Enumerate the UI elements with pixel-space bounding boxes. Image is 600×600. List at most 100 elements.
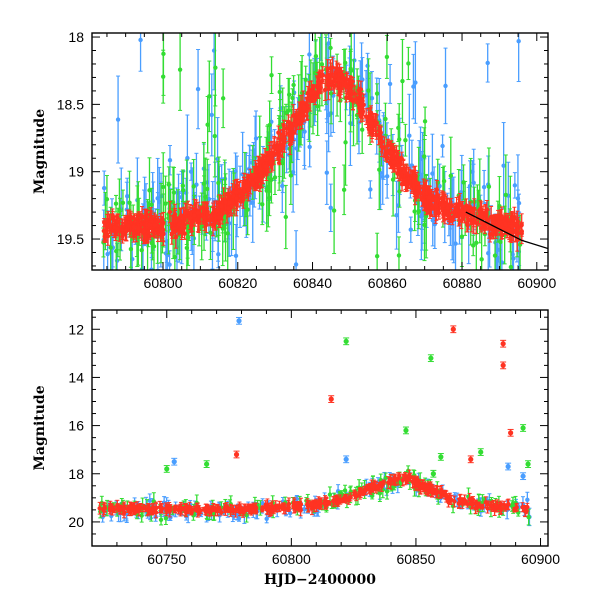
data-point [147,188,152,193]
data-point [416,209,422,214]
data-point [313,70,318,76]
data-point [374,253,380,259]
data-point [467,183,473,189]
series-2-noise [101,33,523,270]
data-point [225,231,230,236]
data-point [277,89,282,95]
data-point [288,173,294,178]
data-point [203,194,208,200]
data-point [511,256,516,261]
data-point [205,186,210,192]
data-point [290,95,295,101]
data-point [363,114,369,119]
data-point [207,94,212,99]
data-point [488,214,494,220]
data-point [478,214,484,220]
data-point [324,170,330,175]
data-point [161,184,166,190]
data-point [368,187,373,192]
data-point [319,62,325,67]
data-point [437,183,442,189]
data-point [411,84,416,89]
data-point [208,230,213,236]
data-point [183,210,189,216]
data-point [461,180,466,185]
data-point [128,246,134,252]
data-point [341,75,347,81]
data-point [481,184,487,190]
series-3-noise [101,56,525,252]
data-point [374,91,380,96]
data-point [326,41,331,46]
data-point [167,158,173,163]
data-point [108,245,113,250]
data-point [471,243,476,248]
data-point [519,229,525,234]
data-point [177,67,183,72]
data-point [331,208,337,213]
data-point [185,155,190,161]
data-point [113,201,119,206]
data-point [328,91,334,96]
data-point [276,130,281,135]
data-point [471,218,477,223]
data-point [482,225,487,231]
data-point [313,54,319,59]
data-point [114,258,120,263]
data-point [508,264,514,270]
data-point [151,244,157,249]
data-point [231,194,236,199]
data-point [443,83,448,89]
data-point [328,205,333,211]
data-point [377,167,382,172]
data-point [413,80,418,85]
data-point [220,96,226,101]
data-point [269,72,274,78]
data-point [422,119,428,124]
data-point [387,81,393,87]
data-point [238,199,244,204]
data-point [184,245,190,251]
data-point [213,65,218,70]
data-point [267,177,273,183]
data-point [435,180,440,185]
data-point [195,210,201,215]
data-point [149,240,154,246]
data-point [169,232,174,237]
data-point [125,193,130,199]
data-point [319,26,323,30]
data-point [474,240,479,245]
data-point [407,133,412,138]
data-point [293,262,299,267]
data-point [412,191,418,196]
data-point [459,234,465,239]
data-point [160,74,166,79]
data-point [253,136,259,141]
data-point [105,251,110,257]
data-point [492,253,498,258]
data-point [280,160,285,166]
data-point [359,127,365,132]
data-point [307,52,312,57]
data-point [305,106,310,111]
data-point [459,218,464,224]
data-point [294,146,299,151]
data-point [399,156,404,161]
data-point [127,200,132,205]
data-point [244,202,249,208]
data-point [503,192,509,198]
data-point [343,140,348,145]
data-point [114,248,119,254]
data-point [139,247,144,253]
data-point [210,222,216,228]
data-point [284,145,289,151]
data-point [453,241,458,246]
data-point [307,144,312,150]
data-point [120,200,126,206]
data-point [214,208,220,213]
data-point [259,178,264,183]
data-point [138,37,143,43]
data-point [283,214,289,220]
data-point [237,188,242,194]
